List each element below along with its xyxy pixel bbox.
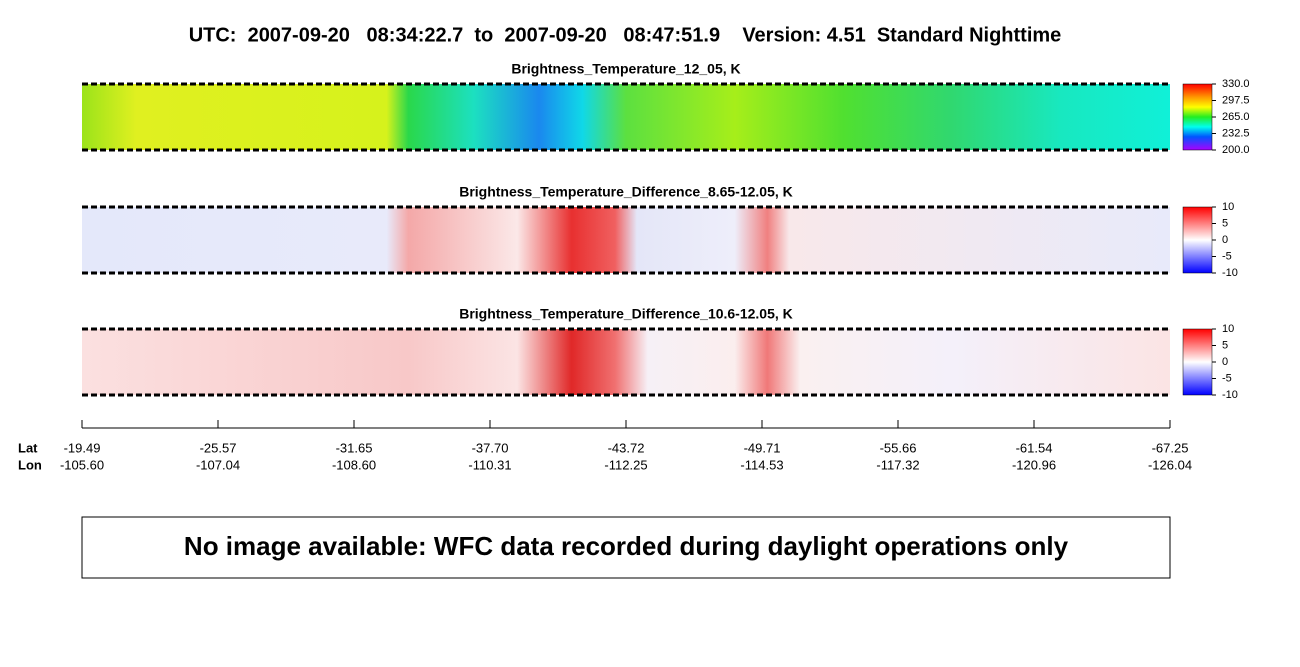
- image-strip: [82, 329, 1170, 395]
- colorbar: [1182, 328, 1213, 396]
- lat-label: Lat: [18, 440, 38, 455]
- colorbar-tick-label: 10: [1222, 201, 1234, 213]
- lat-value: -19.49: [64, 440, 101, 455]
- lat-value: -37.70: [472, 440, 509, 455]
- lon-value: -120.96: [1012, 457, 1056, 472]
- colorbar-tick-label: 10: [1222, 323, 1234, 335]
- lat-value: -67.25: [1152, 440, 1189, 455]
- lon-label: Lon: [18, 457, 42, 472]
- lat-value: -31.65: [336, 440, 373, 455]
- lat-value: -43.72: [608, 440, 645, 455]
- lat-value: -25.57: [200, 440, 237, 455]
- lat-value: -55.66: [880, 440, 917, 455]
- notice: No image available: WFC data recorded du…: [184, 531, 1069, 561]
- lon-value: -110.31: [468, 457, 511, 472]
- lon-value: -105.60: [60, 457, 104, 472]
- colorbar-tick-label: 265.0: [1222, 111, 1250, 123]
- image-strip: [82, 84, 1170, 150]
- lat-value: -49.71: [744, 440, 781, 455]
- colorbar-tick-label: 5: [1222, 339, 1228, 351]
- colorbar-tick-label: -5: [1222, 250, 1232, 262]
- lon-value: -117.32: [876, 457, 919, 472]
- colorbar-tick-label: 297.5: [1222, 94, 1250, 106]
- panel-title: Brightness_Temperature_Difference_10.6-1…: [459, 306, 793, 322]
- colorbar-tick-label: -10: [1222, 267, 1238, 279]
- colorbar-tick-label: 232.5: [1222, 127, 1250, 139]
- colorbar-tick-label: -10: [1222, 389, 1238, 401]
- colorbar-tick-label: -5: [1222, 372, 1232, 384]
- notice-box: [81, 516, 1171, 579]
- lon-value: -126.04: [1148, 457, 1192, 472]
- lat-value: -61.54: [1016, 440, 1053, 455]
- lon-value: -112.25: [604, 457, 647, 472]
- image-strip: [82, 207, 1170, 273]
- colorbar-tick-label: 0: [1222, 234, 1228, 246]
- panel-title: Brightness_Temperature_Difference_8.65-1…: [459, 184, 793, 200]
- colorbar-tick-label: 5: [1222, 217, 1228, 229]
- panel-title: Brightness_Temperature_12_05, K: [511, 61, 740, 77]
- colorbar-tick-label: 330.0: [1222, 78, 1250, 90]
- colorbar: [1182, 206, 1213, 274]
- colorbar: [1182, 83, 1213, 151]
- colorbar-tick-label: 200.0: [1222, 144, 1250, 156]
- page-title: UTC: 2007-09-20 08:34:22.7 to 2007-09-20…: [189, 24, 1062, 46]
- lon-value: -107.04: [196, 457, 240, 472]
- lon-value: -108.60: [332, 457, 376, 472]
- lon-value: -114.53: [740, 457, 783, 472]
- colorbar-tick-label: 0: [1222, 356, 1228, 368]
